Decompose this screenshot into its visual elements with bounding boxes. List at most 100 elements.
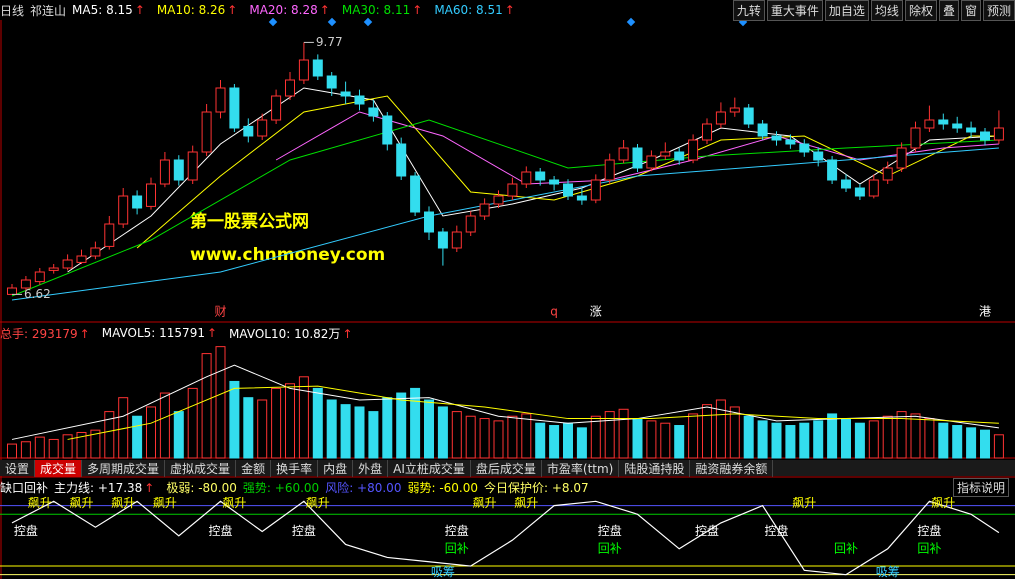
candle-body — [590, 179, 601, 201]
tool-button[interactable]: 除权 — [904, 0, 937, 21]
volume-bar — [354, 406, 365, 459]
signal-label: 控盘 — [292, 523, 316, 538]
volume-bar — [257, 399, 268, 459]
tab[interactable]: 金额 — [236, 459, 272, 477]
signal-label: 飙升 — [69, 495, 93, 510]
volume-bar — [243, 397, 254, 459]
volume-bar — [604, 411, 615, 459]
volume-bar — [410, 387, 421, 459]
signal-label: 控盘 — [208, 523, 232, 538]
volume-bar — [507, 415, 518, 459]
candle-body — [966, 127, 977, 133]
volume-bar — [465, 415, 476, 459]
candle-body — [535, 171, 546, 181]
tab[interactable]: AI立桩成交量 — [388, 459, 471, 477]
volume-bar — [34, 436, 45, 459]
tab[interactable]: 内盘 — [318, 459, 354, 477]
volume-bar — [20, 441, 31, 459]
candle-body — [674, 151, 685, 161]
candle-body — [896, 147, 907, 169]
candle-body — [465, 215, 476, 233]
legend-item: MA20: 8.28 ↑ — [249, 3, 330, 17]
volume-bar — [576, 427, 587, 459]
tab[interactable]: 虚拟成交量 — [165, 459, 237, 477]
volume-bar — [910, 413, 921, 459]
volume-bar — [896, 411, 907, 459]
candle-body — [298, 59, 309, 81]
help-button[interactable]: 指标说明 — [952, 477, 1009, 497]
signal-label: 控盘 — [445, 523, 469, 538]
legend-item: MA10: 8.26 ↑ — [156, 3, 238, 17]
volume-bar — [771, 422, 782, 459]
indicator-value: 风险: +80.00 — [325, 480, 402, 495]
tab[interactable]: 设置 — [0, 459, 36, 477]
volume-bar — [563, 422, 573, 459]
tab[interactable]: 市盈率(ttm) — [542, 459, 620, 477]
indicator-value: 极弱: -80.00 — [166, 480, 237, 495]
volume-bar — [632, 418, 643, 459]
volume-bar — [785, 425, 796, 459]
series-line — [11, 119, 999, 297]
volume-bar — [493, 420, 504, 459]
candle-body — [702, 123, 712, 141]
candle-body — [646, 155, 657, 169]
candle-body — [549, 179, 560, 185]
volume-bar — [952, 425, 963, 459]
watermark: 第一股票公式网 — [190, 211, 309, 232]
volume-bar — [285, 383, 295, 459]
candle-body — [34, 271, 45, 283]
tab[interactable]: 盘后成交量 — [471, 459, 542, 477]
signal-label: 吸筹 — [876, 565, 900, 579]
volume-bar — [674, 425, 685, 459]
candle-body — [604, 159, 615, 181]
stock-name: 祁连山 — [30, 3, 67, 18]
legend-item: MA5: 8.15 ↑ — [72, 3, 145, 17]
tab[interactable]: 成交量 — [35, 459, 83, 477]
tool-button[interactable]: 叠 — [938, 0, 959, 21]
volume-bar — [159, 392, 170, 459]
indicator-value: 强势: +60.00 — [242, 480, 320, 495]
volume-bar — [298, 376, 309, 459]
signal-label: 飙升 — [306, 495, 330, 510]
candle-body — [743, 107, 754, 125]
tab[interactable]: 外盘 — [353, 459, 389, 477]
volume-bar — [938, 422, 949, 459]
volume-bar — [743, 415, 754, 459]
candle-body — [688, 139, 699, 161]
volume-bar — [799, 422, 810, 459]
volume-legend: 总手: 293179 ↑ MAVOL5: 115791 ↑ MAVOL10: 10.82… — [0, 325, 365, 341]
candle-body — [563, 183, 573, 197]
candle-body — [813, 151, 824, 161]
tab[interactable]: 多周期成交量 — [82, 459, 166, 477]
candle-body — [757, 123, 768, 137]
candle-body — [229, 87, 240, 129]
volume-bar — [980, 429, 990, 459]
volume-bar — [757, 420, 768, 459]
volume-bar — [688, 413, 699, 459]
volume-bar — [90, 429, 101, 459]
tool-button[interactable]: 加自选 — [824, 0, 869, 21]
toolbar: 九转 重大事件 加自选 均线 除权叠窗预测 — [731, 0, 1015, 21]
event-marker: 港 — [979, 305, 991, 319]
arrow: ↑ — [412, 3, 423, 17]
tool-button[interactable]: 窗 — [960, 0, 981, 21]
volume-bar — [229, 380, 240, 459]
tool-button[interactable]: 九转 — [732, 0, 765, 21]
tab[interactable]: 陆股通持股 — [619, 459, 691, 477]
tool-button[interactable]: 均线 — [870, 0, 903, 21]
tool-button[interactable]: 预测 — [982, 0, 1015, 21]
legend-item: MA60: 8.51 ↑ — [434, 3, 515, 17]
tool-button[interactable]: 重大事件 — [766, 0, 823, 21]
volume-bar — [715, 399, 726, 459]
tab[interactable]: 换手率 — [271, 459, 319, 477]
signal-label: 飙升 — [28, 495, 52, 510]
legend-item: MA30: 8.11 ↑ — [341, 3, 423, 17]
legend-item: MAVOL10: 10.82万 ↑ — [229, 326, 353, 341]
arrow: ↑ — [206, 326, 218, 340]
candle-body — [827, 159, 838, 181]
candle-body — [493, 195, 504, 205]
candle-body — [924, 119, 935, 129]
tab[interactable]: 融资融券余额 — [690, 459, 774, 477]
volume-bar — [729, 406, 740, 459]
